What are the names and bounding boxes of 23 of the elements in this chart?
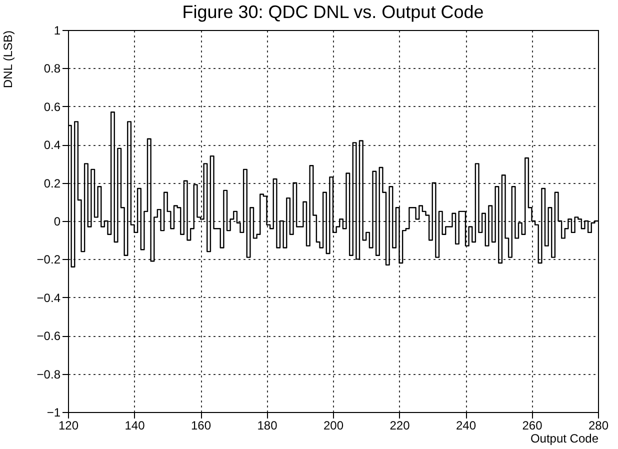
y-tick-label: −0.8 — [36, 367, 61, 382]
x-axis-title: Output Code — [530, 432, 599, 446]
y-tick-label: 0.8 — [44, 62, 61, 76]
y-tick-label: 0.6 — [44, 100, 61, 114]
chart-title: Figure 30: QDC DNL vs. Output Code — [182, 2, 484, 22]
y-tick-label: 0.2 — [44, 176, 61, 190]
x-tick-label: 240 — [456, 418, 476, 432]
x-tick-label: 280 — [588, 418, 609, 432]
y-tick-label: −0.4 — [36, 290, 61, 305]
y-axis-title: DNL (LSB) — [0, 30, 15, 88]
x-tick-label: 180 — [257, 418, 278, 432]
y-tick-label: −0.6 — [36, 329, 61, 344]
x-tick-label: 200 — [323, 418, 344, 432]
y-tick-label: −0.2 — [36, 252, 61, 267]
x-tick-label: 120 — [58, 418, 79, 432]
x-tick-label: 140 — [124, 418, 146, 432]
y-tick-label: 1 — [54, 24, 61, 38]
x-tick-label: 160 — [190, 418, 212, 432]
x-tick-label: 260 — [522, 418, 543, 432]
y-tick-label: −1 — [46, 406, 61, 420]
y-tick-label: 0 — [54, 214, 61, 228]
x-tick-label: 220 — [390, 418, 410, 432]
y-tick-label: 0.4 — [44, 138, 61, 152]
